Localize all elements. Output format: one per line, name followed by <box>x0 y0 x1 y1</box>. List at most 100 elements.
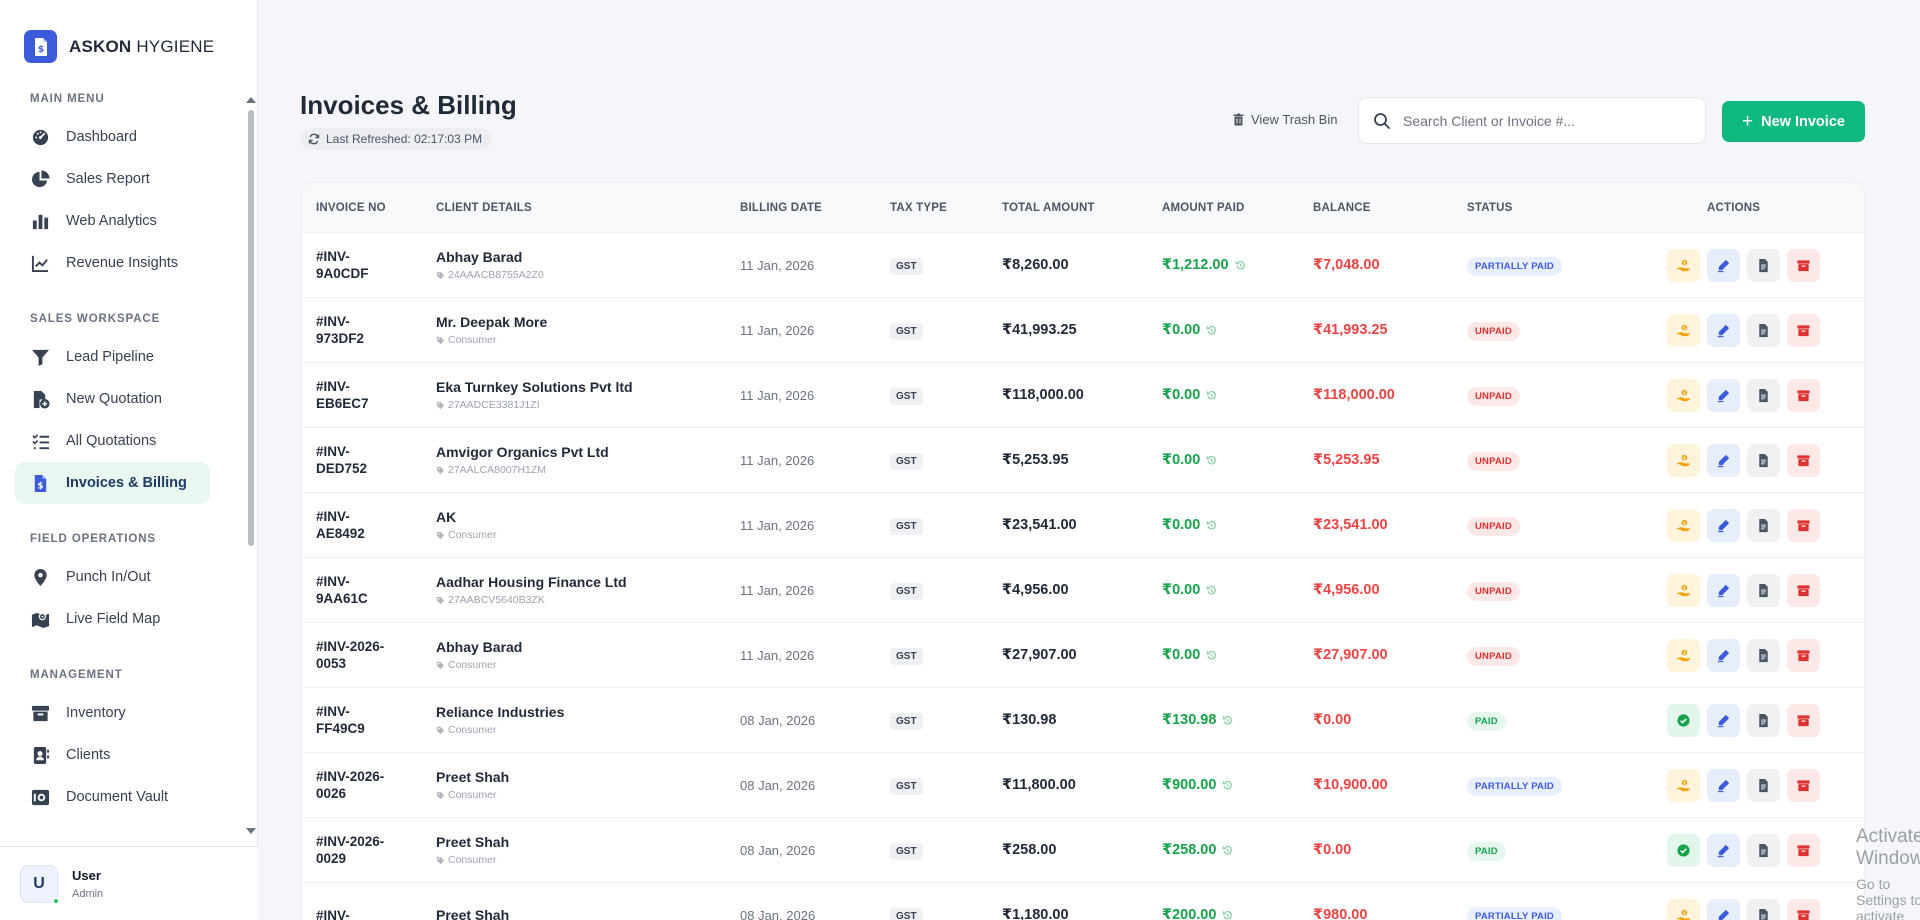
view-document-button[interactable] <box>1747 703 1780 737</box>
sidebar-item-all-quotations[interactable]: All Quotations <box>15 420 210 462</box>
delete-invoice-button[interactable] <box>1787 313 1820 347</box>
edit-invoice-button[interactable] <box>1707 768 1740 802</box>
record-payment-button[interactable]: $ <box>1667 313 1700 347</box>
table-row[interactable]: #INV-2026- 0053 Abhay Barad Consumer 11 Jan,… <box>302 623 1864 688</box>
sidebar-item-live-field-map[interactable]: Live Field Map <box>15 598 210 640</box>
view-document-button[interactable] <box>1747 313 1780 347</box>
record-payment-button[interactable]: $ <box>1667 573 1700 607</box>
delete-invoice-button[interactable] <box>1787 573 1820 607</box>
tax-type-badge: GST <box>890 843 923 860</box>
mark-paid-button[interactable] <box>1667 703 1700 737</box>
table-row[interactable]: #INV- DED752 Amvigor Organics Pvt Ltd 27AAL… <box>302 428 1864 493</box>
record-payment-button[interactable]: $ <box>1667 248 1700 282</box>
edit-invoice-button[interactable] <box>1707 638 1740 672</box>
sidebar-item-dashboard[interactable]: Dashboard <box>15 116 210 158</box>
tax-type-badge: GST <box>890 908 923 920</box>
search-box[interactable] <box>1358 97 1706 144</box>
view-document-button[interactable] <box>1747 443 1780 477</box>
view-document-button[interactable] <box>1747 378 1780 412</box>
delete-invoice-button[interactable] <box>1787 833 1820 867</box>
view-document-button[interactable] <box>1747 638 1780 672</box>
total-amount: ₹41,993.25 <box>1002 322 1077 338</box>
invoice-number[interactable]: #INV- DED752 <box>316 444 368 476</box>
delete-invoice-button[interactable] <box>1787 768 1820 802</box>
invoice-number[interactable]: #INV-2026- 0026 <box>316 769 385 801</box>
payment-history-icon <box>1207 585 1217 594</box>
scroll-up-arrow-icon[interactable] <box>246 97 256 103</box>
sidebar-item-clients[interactable]: Clients <box>15 734 210 776</box>
table-row[interactable]: #INV- AE8492 AK Consumer 11 Jan, 2026 GST ₹23,… <box>302 493 1864 558</box>
sidebar-item-punch-in-out[interactable]: Punch In/Out <box>15 556 210 598</box>
last-refreshed-badge[interactable]: Last Refreshed: 02:17:03 PM <box>300 128 493 150</box>
record-payment-button[interactable]: $ <box>1667 378 1700 412</box>
view-document-button[interactable] <box>1747 898 1780 920</box>
sidebar-item-new-quotation[interactable]: New Quotation <box>15 378 210 420</box>
user-profile[interactable]: U User Admin <box>0 846 258 920</box>
invoice-number[interactable]: #INV-2026- 0053 <box>316 639 385 671</box>
invoice-number[interactable]: #INV- EB6EC7 <box>316 379 369 411</box>
edit-invoice-button[interactable] <box>1707 898 1740 920</box>
brand[interactable]: $ ASKON HYGIENE <box>24 30 214 63</box>
invoice-number[interactable]: #INV- <box>316 907 350 920</box>
edit-invoice-button[interactable] <box>1707 508 1740 542</box>
edit-invoice-button[interactable] <box>1707 378 1740 412</box>
edit-invoice-button[interactable] <box>1707 573 1740 607</box>
sidebar-item-web-analytics[interactable]: Web Analytics <box>15 200 210 242</box>
edit-invoice-button[interactable] <box>1707 703 1740 737</box>
search-input[interactable] <box>1403 112 1693 129</box>
edit-invoice-button[interactable] <box>1707 833 1740 867</box>
table-row[interactable]: #INV- 973DF2 Mr. Deepak More Consumer 11 Jan… <box>302 298 1864 363</box>
sidebar-item-revenue-insights[interactable]: Revenue Insights <box>15 242 210 284</box>
sidebar-item-invoices-billing[interactable]: $ Invoices & Billing <box>15 462 210 504</box>
view-trash-bin-link[interactable]: View Trash Bin <box>1232 112 1337 127</box>
view-document-button[interactable] <box>1747 573 1780 607</box>
delete-invoice-button[interactable] <box>1787 508 1820 542</box>
table-row[interactable]: #INV- FF49C9 Reliance Industries Consumer 08… <box>302 688 1864 753</box>
delete-invoice-button[interactable] <box>1787 638 1820 672</box>
invoice-number[interactable]: #INV- 973DF2 <box>316 314 365 346</box>
table-row[interactable]: #INV-2026- 0029 Preet Shah Consumer 08 Jan, … <box>302 818 1864 883</box>
record-payment-icon: $ <box>1676 259 1691 271</box>
billing-date: 08 Jan, 2026 <box>740 842 816 858</box>
view-document-button[interactable] <box>1747 508 1780 542</box>
client-gstin: 27AABCV5640B3ZK <box>436 594 726 606</box>
invoice-number[interactable]: #INV- FF49C9 <box>316 704 365 736</box>
table-row[interactable]: #INV- 9A0CDF Abhay Barad 24AAACB8755A2Z0 11 … <box>302 233 1864 298</box>
billing-date: 08 Jan, 2026 <box>740 777 816 793</box>
record-payment-button[interactable]: $ <box>1667 638 1700 672</box>
record-payment-button[interactable]: $ <box>1667 768 1700 802</box>
sidebar-item-inventory[interactable]: Inventory <box>15 692 210 734</box>
record-payment-button[interactable]: $ <box>1667 508 1700 542</box>
archive-delete-icon <box>1797 324 1810 336</box>
edit-invoice-button[interactable] <box>1707 248 1740 282</box>
table-row[interactable]: #INV- Preet Shah 08 Jan, 2026 GST ₹1,180.00 ₹… <box>302 883 1864 920</box>
delete-invoice-button[interactable] <box>1787 378 1820 412</box>
scroll-down-arrow-icon[interactable] <box>246 828 256 834</box>
table-row[interactable]: #INV-2026- 0026 Preet Shah Consumer 08 Jan, … <box>302 753 1864 818</box>
table-row[interactable]: #INV- 9AA61C Aadhar Housing Finance Ltd 27A… <box>302 558 1864 623</box>
view-document-button[interactable] <box>1747 833 1780 867</box>
invoice-number[interactable]: #INV- 9A0CDF <box>316 249 369 281</box>
invoice-number[interactable]: #INV-2026- 0029 <box>316 834 385 866</box>
delete-invoice-button[interactable] <box>1787 248 1820 282</box>
mark-paid-button[interactable] <box>1667 833 1700 867</box>
delete-invoice-button[interactable] <box>1787 703 1820 737</box>
invoice-number[interactable]: #INV- AE8492 <box>316 509 365 541</box>
view-document-button[interactable] <box>1747 248 1780 282</box>
edit-invoice-button[interactable] <box>1707 443 1740 477</box>
table-row[interactable]: #INV- EB6EC7 Eka Turnkey Solutions Pvt ltd… <box>302 363 1864 428</box>
sidebar-item-sales-report[interactable]: Sales Report <box>15 158 210 200</box>
sidebar-item-document-vault[interactable]: Document Vault <box>15 776 210 818</box>
view-document-button[interactable] <box>1747 768 1780 802</box>
sidebar-scroll-thumb[interactable] <box>248 110 254 546</box>
delete-invoice-button[interactable] <box>1787 898 1820 920</box>
edit-invoice-button[interactable] <box>1707 313 1740 347</box>
document-icon <box>1759 648 1768 662</box>
invoice-number[interactable]: #INV- 9AA61C <box>316 574 368 606</box>
record-payment-button[interactable]: $ <box>1667 898 1700 920</box>
new-invoice-button[interactable]: + New Invoice <box>1722 101 1865 142</box>
delete-invoice-button[interactable] <box>1787 443 1820 477</box>
sidebar-item-lead-pipeline[interactable]: Lead Pipeline <box>15 336 210 378</box>
record-payment-button[interactable]: $ <box>1667 443 1700 477</box>
main-content: Invoices & Billing Last Refreshed: 02:17… <box>258 0 1920 920</box>
